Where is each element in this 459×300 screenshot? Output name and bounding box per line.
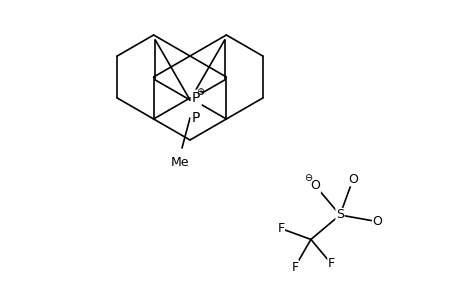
Text: P: P — [191, 91, 200, 105]
Text: F: F — [277, 222, 284, 235]
Text: F: F — [327, 257, 334, 270]
Text: Me: Me — [170, 156, 189, 169]
Text: O: O — [310, 179, 320, 192]
Text: ⊖: ⊖ — [304, 173, 312, 183]
Text: O: O — [347, 173, 357, 186]
Text: F: F — [291, 261, 298, 274]
Text: O: O — [372, 215, 381, 228]
Text: S: S — [335, 208, 343, 221]
Text: P: P — [191, 111, 200, 125]
Text: ⊕: ⊕ — [196, 87, 204, 97]
